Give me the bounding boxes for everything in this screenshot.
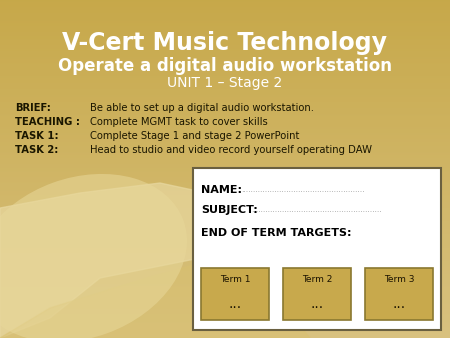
FancyBboxPatch shape <box>193 168 441 330</box>
Text: BRIEF:: BRIEF: <box>15 103 51 113</box>
FancyBboxPatch shape <box>283 268 351 320</box>
Text: Term 1: Term 1 <box>220 275 250 285</box>
Text: Operate a digital audio workstation: Operate a digital audio workstation <box>58 57 392 75</box>
Text: Be able to set up a digital audio workstation.: Be able to set up a digital audio workst… <box>90 103 314 113</box>
Text: .......................................................: ........................................… <box>251 206 382 215</box>
Text: Complete Stage 1 and stage 2 PowerPoint: Complete Stage 1 and stage 2 PowerPoint <box>90 131 299 141</box>
Text: UNIT 1 – Stage 2: UNIT 1 – Stage 2 <box>167 76 283 90</box>
Text: Complete MGMT task to cover skills: Complete MGMT task to cover skills <box>90 117 268 127</box>
Text: SUBJECT:: SUBJECT: <box>201 205 258 215</box>
FancyBboxPatch shape <box>201 268 269 320</box>
Text: END OF TERM TARGETS:: END OF TERM TARGETS: <box>201 228 351 238</box>
Text: NAME:: NAME: <box>201 185 242 195</box>
Text: ...: ... <box>310 297 324 311</box>
Text: TASK 1:: TASK 1: <box>15 131 58 141</box>
Ellipse shape <box>0 174 187 338</box>
Text: Term 3: Term 3 <box>384 275 414 285</box>
Text: Term 2: Term 2 <box>302 275 332 285</box>
Text: TEACHING :: TEACHING : <box>15 117 80 127</box>
Text: V-Cert Music Technology: V-Cert Music Technology <box>63 31 387 55</box>
FancyBboxPatch shape <box>365 268 433 320</box>
Text: ....................................................: ........................................… <box>241 186 364 194</box>
Text: ...: ... <box>392 297 405 311</box>
Text: ...: ... <box>229 297 242 311</box>
Text: TASK 2:: TASK 2: <box>15 145 58 155</box>
Text: Head to studio and video record yourself operating DAW: Head to studio and video record yourself… <box>90 145 372 155</box>
Polygon shape <box>0 183 280 338</box>
Polygon shape <box>0 263 310 338</box>
